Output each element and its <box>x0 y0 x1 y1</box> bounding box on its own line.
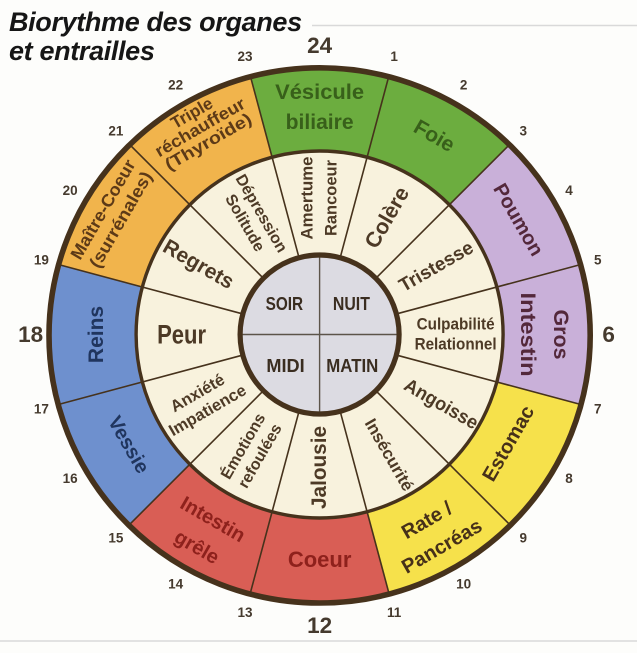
svg-text:3: 3 <box>519 123 527 138</box>
svg-text:12: 12 <box>307 613 332 638</box>
svg-text:6: 6 <box>602 322 615 347</box>
svg-text:19: 19 <box>34 252 49 267</box>
svg-text:biliaire: biliaire <box>286 111 354 134</box>
svg-text:Intestin: Intestin <box>516 293 539 377</box>
svg-text:2: 2 <box>460 78 468 93</box>
svg-text:18: 18 <box>18 322 43 347</box>
svg-text:Gros: Gros <box>549 310 572 360</box>
svg-text:Jalousie: Jalousie <box>308 426 331 509</box>
svg-text:Culpabilité: Culpabilité <box>417 316 495 334</box>
svg-text:15: 15 <box>108 531 124 546</box>
svg-text:Coeur: Coeur <box>288 547 352 572</box>
svg-text:Vésicule: Vésicule <box>275 81 364 104</box>
svg-text:20: 20 <box>63 183 78 198</box>
svg-text:NUIT: NUIT <box>333 293 371 314</box>
svg-text:1: 1 <box>390 49 398 64</box>
svg-text:11: 11 <box>387 605 402 620</box>
svg-text:MATIN: MATIN <box>326 355 378 376</box>
svg-text:17: 17 <box>34 402 49 417</box>
svg-text:MIDI: MIDI <box>266 355 304 376</box>
svg-text:7: 7 <box>594 402 602 417</box>
svg-text:21: 21 <box>108 123 124 138</box>
svg-text:9: 9 <box>519 531 527 546</box>
svg-text:8: 8 <box>565 471 573 486</box>
svg-text:SOIR: SOIR <box>266 293 304 314</box>
svg-text:Reins: Reins <box>85 306 108 363</box>
svg-text:Relationnel: Relationnel <box>415 335 497 353</box>
svg-text:14: 14 <box>168 576 184 591</box>
svg-text:Peur: Peur <box>157 320 206 350</box>
svg-text:24: 24 <box>307 33 333 58</box>
svg-text:23: 23 <box>238 49 254 64</box>
svg-text:5: 5 <box>594 252 602 267</box>
svg-text:4: 4 <box>565 183 573 198</box>
svg-text:16: 16 <box>63 471 79 486</box>
svg-text:10: 10 <box>456 576 471 591</box>
svg-text:Amertume: Amertume <box>299 157 317 240</box>
svg-text:22: 22 <box>168 78 183 93</box>
svg-text:Rancoeur: Rancoeur <box>323 159 341 236</box>
svg-text:13: 13 <box>238 605 254 620</box>
